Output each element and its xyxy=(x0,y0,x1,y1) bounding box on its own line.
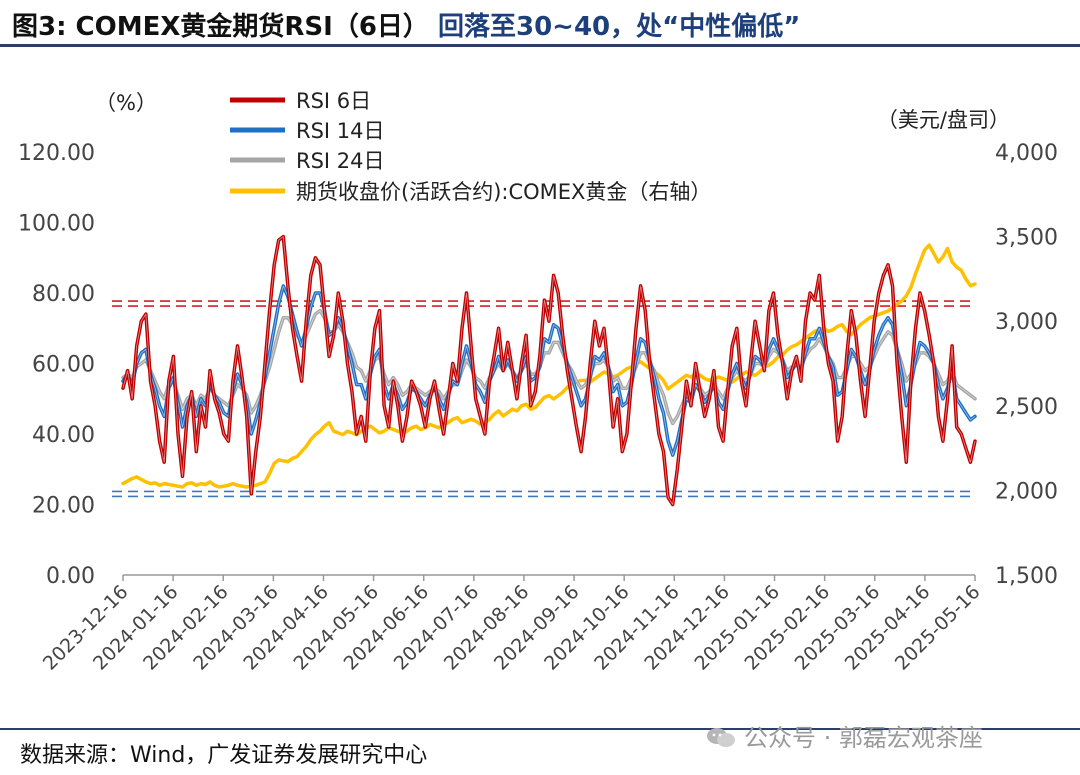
wechat-icon xyxy=(707,728,735,747)
legend-label: RSI 14日 xyxy=(296,119,385,143)
watermark-text: 公众号 · 郭磊宏观茶座 xyxy=(744,724,983,752)
chart-area: （%） （美元/盘司） 0.00 20.00 40.00 60.00 80.00 100.00… xyxy=(18,89,1058,675)
left-axis-unit: （%） xyxy=(95,91,157,115)
series-highlight xyxy=(122,236,976,505)
right-tick-label: 3,000 xyxy=(995,310,1058,335)
title-prefix: 图3: COMEX黄金期货RSI（6日） xyxy=(12,12,429,42)
source-divider xyxy=(0,728,1080,730)
left-tick-label: 80.00 xyxy=(32,282,95,307)
right-tick-label: 1,500 xyxy=(995,564,1058,589)
left-tick-label: 120.00 xyxy=(18,141,95,166)
series-line xyxy=(121,243,977,489)
legend-label: RSI 6日 xyxy=(296,89,371,113)
right-tick-label: 4,000 xyxy=(995,141,1058,166)
right-tick-label: 3,500 xyxy=(995,226,1058,251)
chart-title: 图3: COMEX黄金期货RSI（6日） 回落至30~40，处“中性偏低” xyxy=(12,6,800,43)
series-line xyxy=(121,234,977,507)
title-highlight: 回落至30~40，处“中性偏低” xyxy=(437,12,801,42)
left-tick-label: 100.00 xyxy=(18,212,95,237)
left-tick-label: 0.00 xyxy=(46,564,95,589)
left-tick-label: 20.00 xyxy=(32,494,95,519)
left-tick-label: 40.00 xyxy=(32,423,95,448)
watermark: 公众号 · 郭磊宏观茶座 xyxy=(706,718,983,753)
title-bar xyxy=(0,0,1080,47)
right-axis-unit: （美元/盘司） xyxy=(877,108,1010,132)
source-note: 数据来源：Wind，广发证券发展研究中心 xyxy=(20,743,428,768)
left-tick-label: 60.00 xyxy=(32,353,95,378)
legend-label: RSI 24日 xyxy=(296,149,385,173)
right-tick-label: 2,500 xyxy=(995,395,1058,420)
legend-label: 期货收盘价(活跃合约):COMEX黄金（右轴） xyxy=(296,180,711,204)
right-tick-label: 2,000 xyxy=(995,479,1058,504)
